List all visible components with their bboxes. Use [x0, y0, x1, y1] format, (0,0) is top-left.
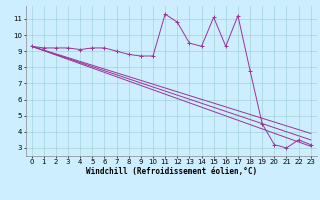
X-axis label: Windchill (Refroidissement éolien,°C): Windchill (Refroidissement éolien,°C) — [86, 167, 257, 176]
